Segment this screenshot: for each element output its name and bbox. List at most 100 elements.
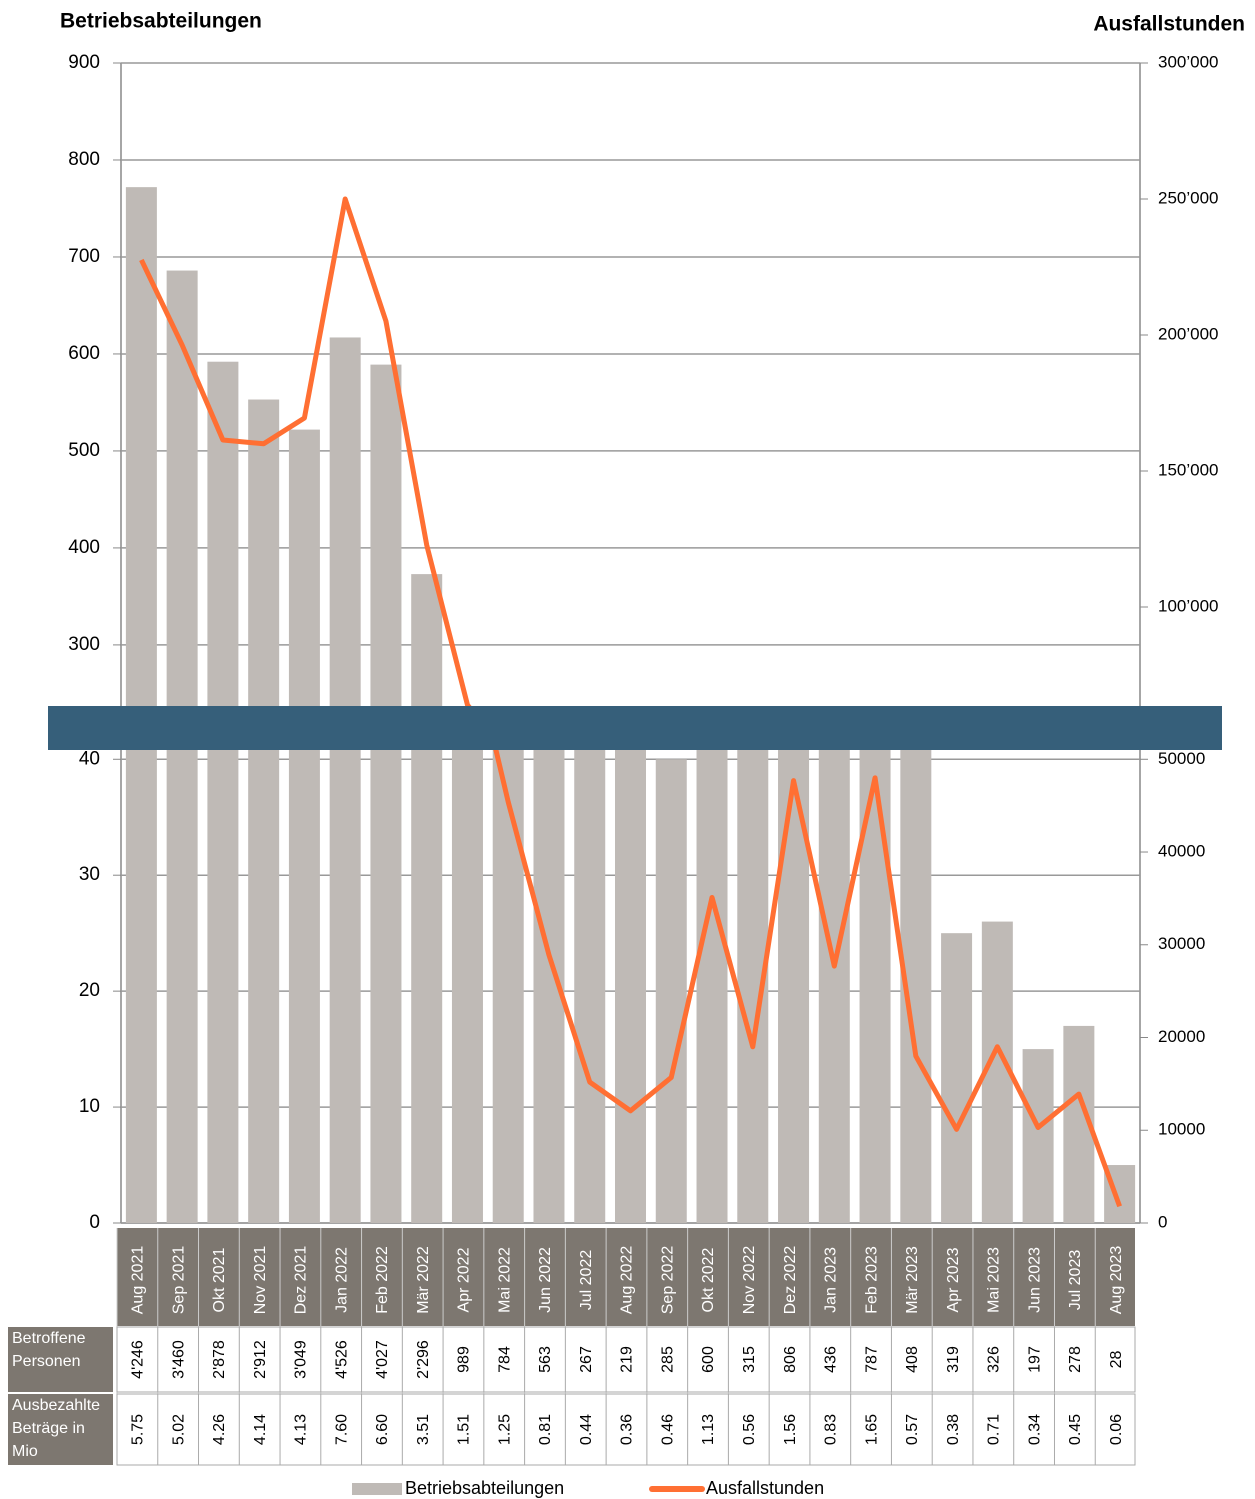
table-cell: 784 <box>496 1346 513 1373</box>
bar <box>900 750 932 1223</box>
bar <box>166 270 198 706</box>
y-tick-label: 30 <box>79 864 100 885</box>
x-tick-label: Aug 2023 <box>1108 1246 1125 1315</box>
table-cell: 197 <box>1026 1346 1043 1373</box>
table-cell: 0.06 <box>1108 1414 1125 1445</box>
bar <box>125 750 157 1223</box>
table-cell: 0.83 <box>823 1414 840 1445</box>
y-tick-label: 0 <box>89 1212 100 1233</box>
x-tick-label: Okt 2022 <box>700 1247 717 1312</box>
y2-tick-label: 40000 <box>1158 842 1205 861</box>
table-cell: 2'878 <box>211 1340 228 1379</box>
axis-break-band <box>48 706 1222 750</box>
table-cell: 0.56 <box>741 1414 758 1445</box>
table-cell: 0.45 <box>1067 1414 1084 1445</box>
x-tick-label: Dez 2021 <box>293 1246 310 1315</box>
bar <box>411 750 443 1223</box>
panel <box>125 187 472 706</box>
y2-tick-label: 0 <box>1158 1212 1167 1231</box>
bar <box>533 750 565 1223</box>
x-tick-label: Okt 2021 <box>211 1247 228 1312</box>
table-cell: 326 <box>986 1346 1003 1373</box>
bar <box>125 187 157 706</box>
y2-tick-label: 100’000 <box>1158 596 1219 615</box>
table-cell: 219 <box>619 1346 636 1373</box>
table-row <box>116 1393 1136 1466</box>
table-cell: 7.60 <box>333 1414 350 1445</box>
row-label: Betroffene Personen <box>8 1327 113 1392</box>
y2-title: Ausfallstunden <box>1093 13 1245 36</box>
table-cell: 0.71 <box>986 1414 1003 1445</box>
table-cell: 1.25 <box>496 1414 513 1445</box>
bar <box>288 750 320 1223</box>
bar <box>778 750 810 1223</box>
y2-tick-label: 20000 <box>1158 1027 1205 1046</box>
table-cell: 0.34 <box>1026 1414 1043 1445</box>
x-tick-label: Apr 2023 <box>945 1247 962 1312</box>
y-tick-label: 20 <box>79 980 100 1001</box>
x-tick-label: Nov 2022 <box>741 1246 758 1315</box>
table-cell: 4.13 <box>293 1414 310 1445</box>
x-tick-label: Mär 2023 <box>904 1246 921 1314</box>
legend-label: Betriebsabteilungen <box>405 1478 564 1498</box>
x-tick-label: Sep 2021 <box>170 1246 187 1315</box>
table-cell: 408 <box>904 1346 921 1373</box>
x-tick-label: Dez 2022 <box>782 1246 799 1315</box>
table-cell: 3.51 <box>415 1414 432 1445</box>
x-tick-label: Aug 2022 <box>619 1246 636 1315</box>
table-cell: 0.46 <box>659 1414 676 1445</box>
table-cell: 1.51 <box>456 1414 473 1445</box>
bar <box>696 750 728 1223</box>
x-tick-label: Apr 2022 <box>456 1247 473 1312</box>
table-cell: 1.65 <box>863 1414 880 1445</box>
table-cell: 2'912 <box>252 1340 269 1379</box>
bar <box>818 750 850 1223</box>
x-tick-label: Aug 2021 <box>130 1246 147 1315</box>
x-tick-label: Jun 2022 <box>537 1247 554 1313</box>
table-cell: 0.36 <box>619 1414 636 1445</box>
table-cell: 1.56 <box>782 1414 799 1445</box>
x-tick-label: Mär 2022 <box>415 1246 432 1314</box>
x-tick-label: Sep 2022 <box>659 1246 676 1315</box>
table-header <box>117 1228 1135 1326</box>
bar <box>655 759 687 1223</box>
x-tick-label: Jun 2023 <box>1026 1247 1043 1313</box>
x-tick-label: Jul 2022 <box>578 1250 595 1311</box>
y2-tick-label: 50000 <box>1158 749 1205 768</box>
y2-tick-label: 200’000 <box>1158 324 1219 343</box>
y-tick-label: 700 <box>68 246 100 267</box>
bar <box>329 337 361 706</box>
y-tick-label: 900 <box>68 52 100 73</box>
line <box>139 196 472 706</box>
y2-tick-label: 10000 <box>1158 1120 1205 1139</box>
table-cell: 267 <box>578 1346 595 1373</box>
table-cell: 5.75 <box>130 1414 147 1445</box>
table-cell: 6.60 <box>374 1414 391 1445</box>
table-cell: 989 <box>456 1346 473 1373</box>
y-tick-label: 10 <box>79 1096 100 1117</box>
y-tick-label: 40 <box>79 748 100 769</box>
y2-tick-label: 250’000 <box>1158 188 1219 207</box>
table-cell: 4'246 <box>130 1340 147 1379</box>
table-cell: 285 <box>659 1346 676 1373</box>
bar <box>941 933 973 1223</box>
bar <box>574 750 606 1223</box>
bar <box>207 750 239 1223</box>
row-label: Ausbezahlte Beträge in Mio <box>8 1394 113 1465</box>
table-cell: 4'526 <box>333 1340 350 1379</box>
legend-swatch <box>352 1483 402 1495</box>
bar <box>370 364 402 706</box>
table-cell: 563 <box>537 1346 554 1373</box>
table-cell: 0.38 <box>945 1414 962 1445</box>
y2-tick-label: 150’000 <box>1158 460 1219 479</box>
table-cell: 787 <box>863 1346 880 1373</box>
y-tick-label: 600 <box>68 343 100 364</box>
y-tick-label: 400 <box>68 537 100 558</box>
bar <box>166 750 198 1223</box>
bar <box>492 750 524 1223</box>
table-cell: 600 <box>700 1346 717 1373</box>
bar <box>451 750 483 1223</box>
x-tick-label: Jul 2023 <box>1067 1250 1084 1311</box>
table-cell: 28 <box>1108 1351 1125 1369</box>
